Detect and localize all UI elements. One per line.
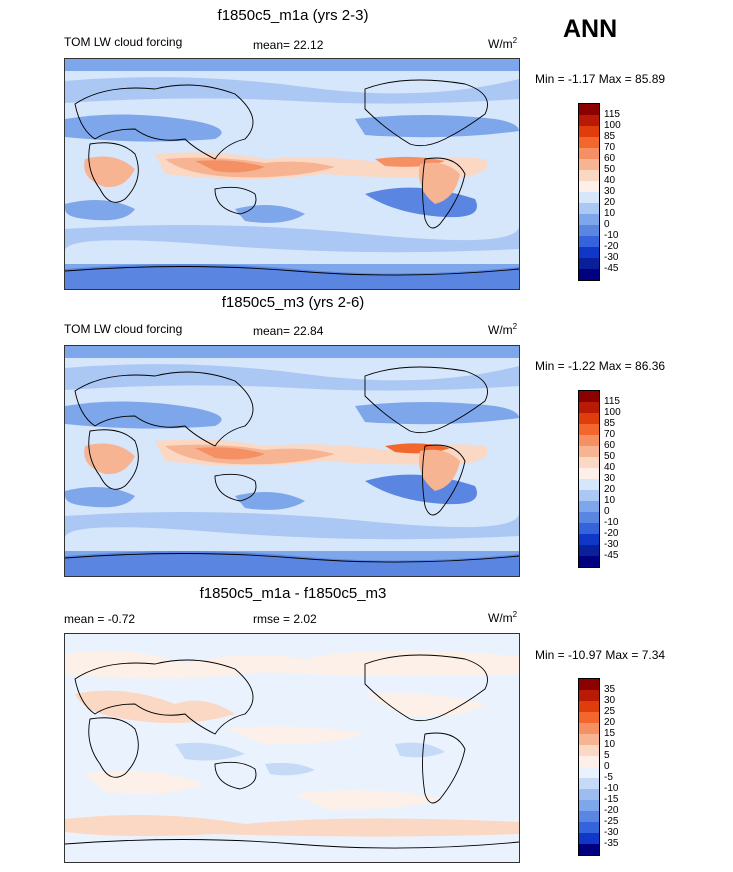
panel-1-map <box>64 58 520 290</box>
cb2-tick: 85 <box>604 418 616 429</box>
panel-1-colorbar <box>578 103 600 281</box>
cb3-tick: 35 <box>604 684 616 695</box>
cb3-tick: -10 <box>604 783 619 794</box>
cb3-tick: 20 <box>604 717 616 728</box>
cb3-tick: 25 <box>604 706 616 717</box>
cb1-tick: 0 <box>604 219 610 230</box>
cb1-tick: -20 <box>604 241 619 252</box>
panel-2-mean-label: mean= 22.84 <box>253 324 324 338</box>
cb3-tick: 15 <box>604 728 616 739</box>
cb3-tick: 0 <box>604 761 610 772</box>
cb1-tick: 85 <box>604 131 616 142</box>
panel-3-title: f1850c5_m1a - f1850c5_m3 <box>199 585 387 602</box>
panel-1-variable-label: TOM LW cloud forcing <box>64 35 183 49</box>
cb3-tick: -30 <box>604 827 619 838</box>
cb2-tick: 60 <box>604 440 616 451</box>
cb2-tick: 10 <box>604 495 616 506</box>
panel-3-units: W/m2 <box>488 610 518 625</box>
cb1-tick: 115 <box>604 109 620 120</box>
cb2-tick: -10 <box>604 517 619 528</box>
panel-2-title: f1850c5_m3 (yrs 2-6) <box>221 294 365 311</box>
cb2-tick: 70 <box>604 429 616 440</box>
cb3-tick: 30 <box>604 695 616 706</box>
panel-2-colorbar-labels: 115 100 85 70 60 50 40 30 20 10 0 -10 -20 -30 -… <box>604 396 621 561</box>
panel-3-map <box>64 633 520 863</box>
cb3-tick: -35 <box>604 838 619 849</box>
panel-1-colorbar-labels: 115 100 85 70 60 50 40 30 20 10 0 -10 -20 -30 -… <box>604 109 621 274</box>
cb3-tick: 10 <box>604 739 616 750</box>
cb2-tick: 40 <box>604 462 616 473</box>
panel-1-title: f1850c5_m1a (yrs 2-3) <box>217 7 369 24</box>
cb1-tick: -30 <box>604 252 619 263</box>
panel-2-minmax: Min = -1.22 Max = 86.36 <box>535 359 666 373</box>
panel-3-rmse-label: rmse = 2.02 <box>253 612 317 626</box>
panel-2-units: W/m2 <box>488 322 518 337</box>
cb2-tick: 50 <box>604 451 616 462</box>
panel-2-map <box>64 345 520 577</box>
cb3-tick: 5 <box>604 750 610 761</box>
cb3-tick: -5 <box>604 772 613 783</box>
cb1-tick: 100 <box>604 120 621 131</box>
panel-1-mean-label: mean= 22.12 <box>253 38 324 52</box>
cb2-tick: -20 <box>604 528 619 539</box>
panel-3-minmax: Min = -10.97 Max = 7.34 <box>535 648 666 662</box>
cb1-tick: -45 <box>604 263 619 274</box>
cb1-tick: 60 <box>604 153 616 164</box>
cb2-tick: 20 <box>604 484 616 495</box>
panel-2-colorbar <box>578 390 600 568</box>
panel-3-colorbar <box>578 678 600 856</box>
cb1-tick: 50 <box>604 164 616 175</box>
cb1-tick: -10 <box>604 230 619 241</box>
cb1-tick: 10 <box>604 208 616 219</box>
cb1-tick: 40 <box>604 175 616 186</box>
season-label: ANN <box>563 15 618 43</box>
cb3-tick: -25 <box>604 816 619 827</box>
cb1-tick: 20 <box>604 197 616 208</box>
cb3-tick: -15 <box>604 794 619 805</box>
panel-1-minmax: Min = -1.17 Max = 85.89 <box>535 72 666 86</box>
panel-3-mean-label: mean = -0.72 <box>64 612 136 626</box>
cb2-tick: 100 <box>604 407 621 418</box>
cb2-tick: -45 <box>604 550 619 561</box>
panel-2-variable-label: TOM LW cloud forcing <box>64 322 183 336</box>
cb2-tick: 115 <box>604 396 620 407</box>
cb2-tick: 30 <box>604 473 616 484</box>
cb1-tick: 30 <box>604 186 616 197</box>
panel-1-units: W/m2 <box>488 36 518 51</box>
cb1-tick: 70 <box>604 142 616 153</box>
cb2-tick: -30 <box>604 539 619 550</box>
cb2-tick: 0 <box>604 506 610 517</box>
cb3-tick: -20 <box>604 805 619 816</box>
